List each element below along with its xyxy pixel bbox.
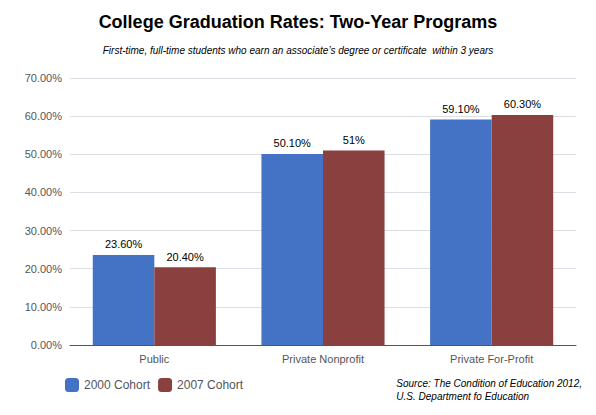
svg-text:23.60%: 23.60% xyxy=(105,238,143,250)
svg-text:Public: Public xyxy=(139,353,169,365)
svg-text:Source: The Condition of Educa: Source: The Condition of Education 2012, xyxy=(396,378,582,389)
svg-text:60.30%: 60.30% xyxy=(504,98,542,110)
svg-text:Private For-Profit: Private For-Profit xyxy=(450,353,533,365)
svg-text:30.00%: 30.00% xyxy=(25,225,63,237)
svg-text:20.40%: 20.40% xyxy=(166,251,204,263)
svg-text:2000 Cohort: 2000 Cohort xyxy=(84,378,151,392)
svg-text:60.00%: 60.00% xyxy=(25,110,63,122)
svg-text:U.S. Department fo Education: U.S. Department fo Education xyxy=(396,391,529,402)
svg-text:2007 Cohort: 2007 Cohort xyxy=(177,378,244,392)
svg-text:Private Nonprofit: Private Nonprofit xyxy=(282,353,364,365)
svg-text:51%: 51% xyxy=(343,134,365,146)
svg-text:50.10%: 50.10% xyxy=(274,137,312,149)
svg-text:10.00%: 10.00% xyxy=(25,301,63,313)
svg-text:70.00%: 70.00% xyxy=(25,72,63,84)
svg-text:50.00%: 50.00% xyxy=(25,148,63,160)
svg-text:First-time, full-time students: First-time, full-time students who earn … xyxy=(103,45,494,56)
svg-text:0.00%: 0.00% xyxy=(31,339,62,351)
svg-text:59.10%: 59.10% xyxy=(442,103,480,115)
svg-text:College Graduation Rates: Two-: College Graduation Rates: Two-Year Progr… xyxy=(99,12,498,32)
svg-text:40.00%: 40.00% xyxy=(25,186,63,198)
svg-text:20.00%: 20.00% xyxy=(25,263,63,275)
